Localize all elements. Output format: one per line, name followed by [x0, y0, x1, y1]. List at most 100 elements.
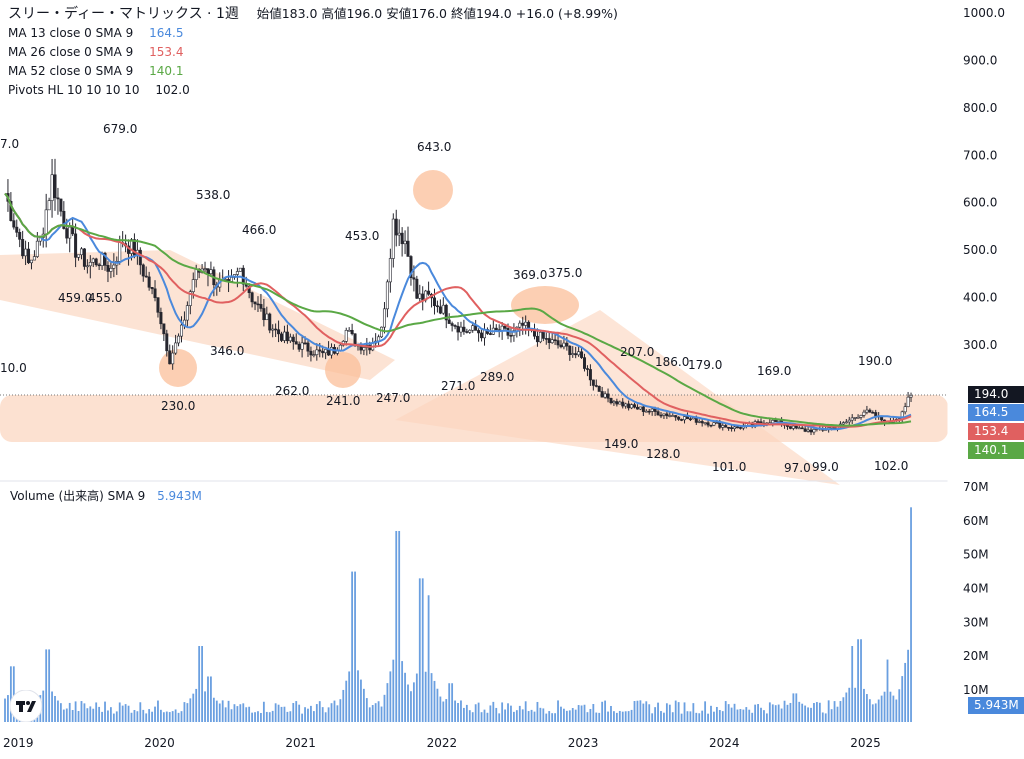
ma26-tag: 153.4: [968, 423, 1024, 440]
candle-body: [444, 304, 448, 321]
volume-bar: [268, 712, 271, 722]
volume-tag: 5.943M: [968, 697, 1024, 714]
candle-body: [906, 396, 910, 408]
volume-bar: [689, 711, 692, 722]
volume-bar: [821, 712, 824, 722]
volume-bar: [777, 704, 780, 722]
candle-body: [568, 345, 572, 355]
volume-bar: [160, 709, 162, 722]
candle-body: [150, 286, 154, 290]
candle-body: [715, 422, 719, 424]
candle-body: [909, 394, 913, 398]
volume-bar: [795, 693, 798, 722]
volume-bar: [739, 709, 742, 722]
volume-bar: [383, 694, 386, 722]
volume-bar: [701, 710, 704, 722]
volume-bar: [695, 712, 698, 722]
symbol-title[interactable]: スリー・ディー・マトリックス · 1週: [8, 6, 239, 22]
candle-body: [153, 288, 157, 298]
candle-body: [730, 427, 734, 429]
volume-bar: [677, 702, 680, 722]
pivot-label: 247.0: [376, 391, 410, 405]
candle-body: [556, 340, 560, 346]
pivot-label: 455.0: [88, 291, 122, 305]
volume-bar: [118, 702, 121, 722]
volume-bar: [418, 578, 421, 722]
volume-bar: [477, 702, 480, 722]
candle-body: [812, 429, 816, 433]
candle-body: [15, 226, 19, 233]
volume-bar: [480, 712, 483, 722]
volume-bar: [645, 701, 648, 722]
volume-legend-label: Volume (出来高) SMA 9: [10, 489, 146, 503]
volume-bar: [492, 701, 495, 722]
volume-bar: [262, 701, 265, 722]
candle-body: [262, 308, 266, 321]
candle-body: [409, 256, 413, 278]
candle-body: [418, 293, 422, 299]
candle-body: [397, 232, 401, 236]
volume-bar: [286, 711, 289, 722]
volume-bar: [457, 702, 459, 722]
pivot-label: 186.0: [655, 355, 689, 369]
time-axis[interactable]: 2019 2020 2021 2022 2023 2024 2025: [3, 736, 881, 750]
volume-bar: [280, 706, 283, 722]
indicator-ma26[interactable]: MA 26 close 0 SMA 9 153.4: [8, 43, 618, 62]
volume-bar: [586, 712, 589, 722]
volume-axis[interactable]: 70M 60M 50M 40M 30M 20M 10M: [963, 480, 989, 697]
price-axis-label: 1000.0: [963, 6, 1005, 20]
volume-legend[interactable]: Volume (出来高) SMA 9 5.943M: [10, 487, 202, 504]
volume-bar: [430, 673, 433, 722]
volume-bar: [904, 662, 907, 722]
volume-bar: [518, 705, 521, 722]
candle-body: [82, 248, 86, 267]
volume-bar: [771, 704, 774, 722]
candle-body: [312, 354, 316, 356]
time-axis-label: 2025: [850, 736, 881, 750]
candle-body: [412, 277, 416, 280]
ma52-tag: 140.1: [968, 442, 1024, 459]
volume-bar: [148, 709, 151, 722]
volume-bar: [751, 712, 754, 722]
candle-body: [656, 411, 660, 416]
candle-body: [703, 422, 707, 424]
volume-bar: [624, 711, 627, 722]
volume-bar: [560, 706, 562, 722]
volume-bar: [515, 710, 518, 722]
ma13-tag: 164.5: [968, 404, 1024, 421]
indicator-ma13[interactable]: MA 13 close 0 SMA 9 164.5: [8, 24, 618, 43]
indicator-value: 102.0: [155, 83, 190, 97]
candle-body: [659, 414, 663, 417]
volume-bar: [442, 701, 445, 722]
volume-bar: [110, 707, 112, 722]
price-axis-label: 300.0: [963, 338, 997, 352]
volume-bar: [95, 702, 98, 722]
volume-bar: [521, 709, 524, 722]
volume-bar: [104, 701, 106, 722]
chart-legend: スリー・ディー・マトリックス · 1週 始値183.0 高値196.0 安値17…: [8, 4, 618, 100]
volume-bar: [304, 707, 306, 722]
candle-body: [132, 239, 136, 256]
volume-bar: [57, 700, 59, 722]
indicator-ma52[interactable]: MA 52 close 0 SMA 9 140.1: [8, 62, 618, 81]
price-axis[interactable]: 1000.0 900.0 800.0 700.0 600.0 500.0 400.0 300.…: [963, 6, 1005, 352]
volume-bar: [48, 649, 51, 722]
volume-bar: [765, 713, 768, 722]
ma52-line: [4, 192, 912, 427]
candle-body: [68, 226, 72, 239]
volume-bars: [4, 507, 912, 722]
volume-bar: [768, 702, 771, 722]
candle-body: [71, 226, 75, 235]
candle-body: [518, 322, 522, 328]
candle-body: [535, 335, 539, 343]
ohlc-readout: 始値183.0 高値196.0 安値176.0 終値194.0 +16.0 (+…: [256, 6, 618, 21]
volume-bar: [598, 712, 601, 722]
candle-body: [447, 319, 451, 324]
volume-bar: [324, 712, 327, 722]
tradingview-logo-icon[interactable]: [9, 689, 43, 723]
candle-body: [277, 329, 281, 335]
candle-body: [235, 271, 239, 275]
volume-bar: [833, 701, 836, 722]
indicator-pivots[interactable]: Pivots HL 10 10 10 10 102.0: [8, 81, 618, 100]
